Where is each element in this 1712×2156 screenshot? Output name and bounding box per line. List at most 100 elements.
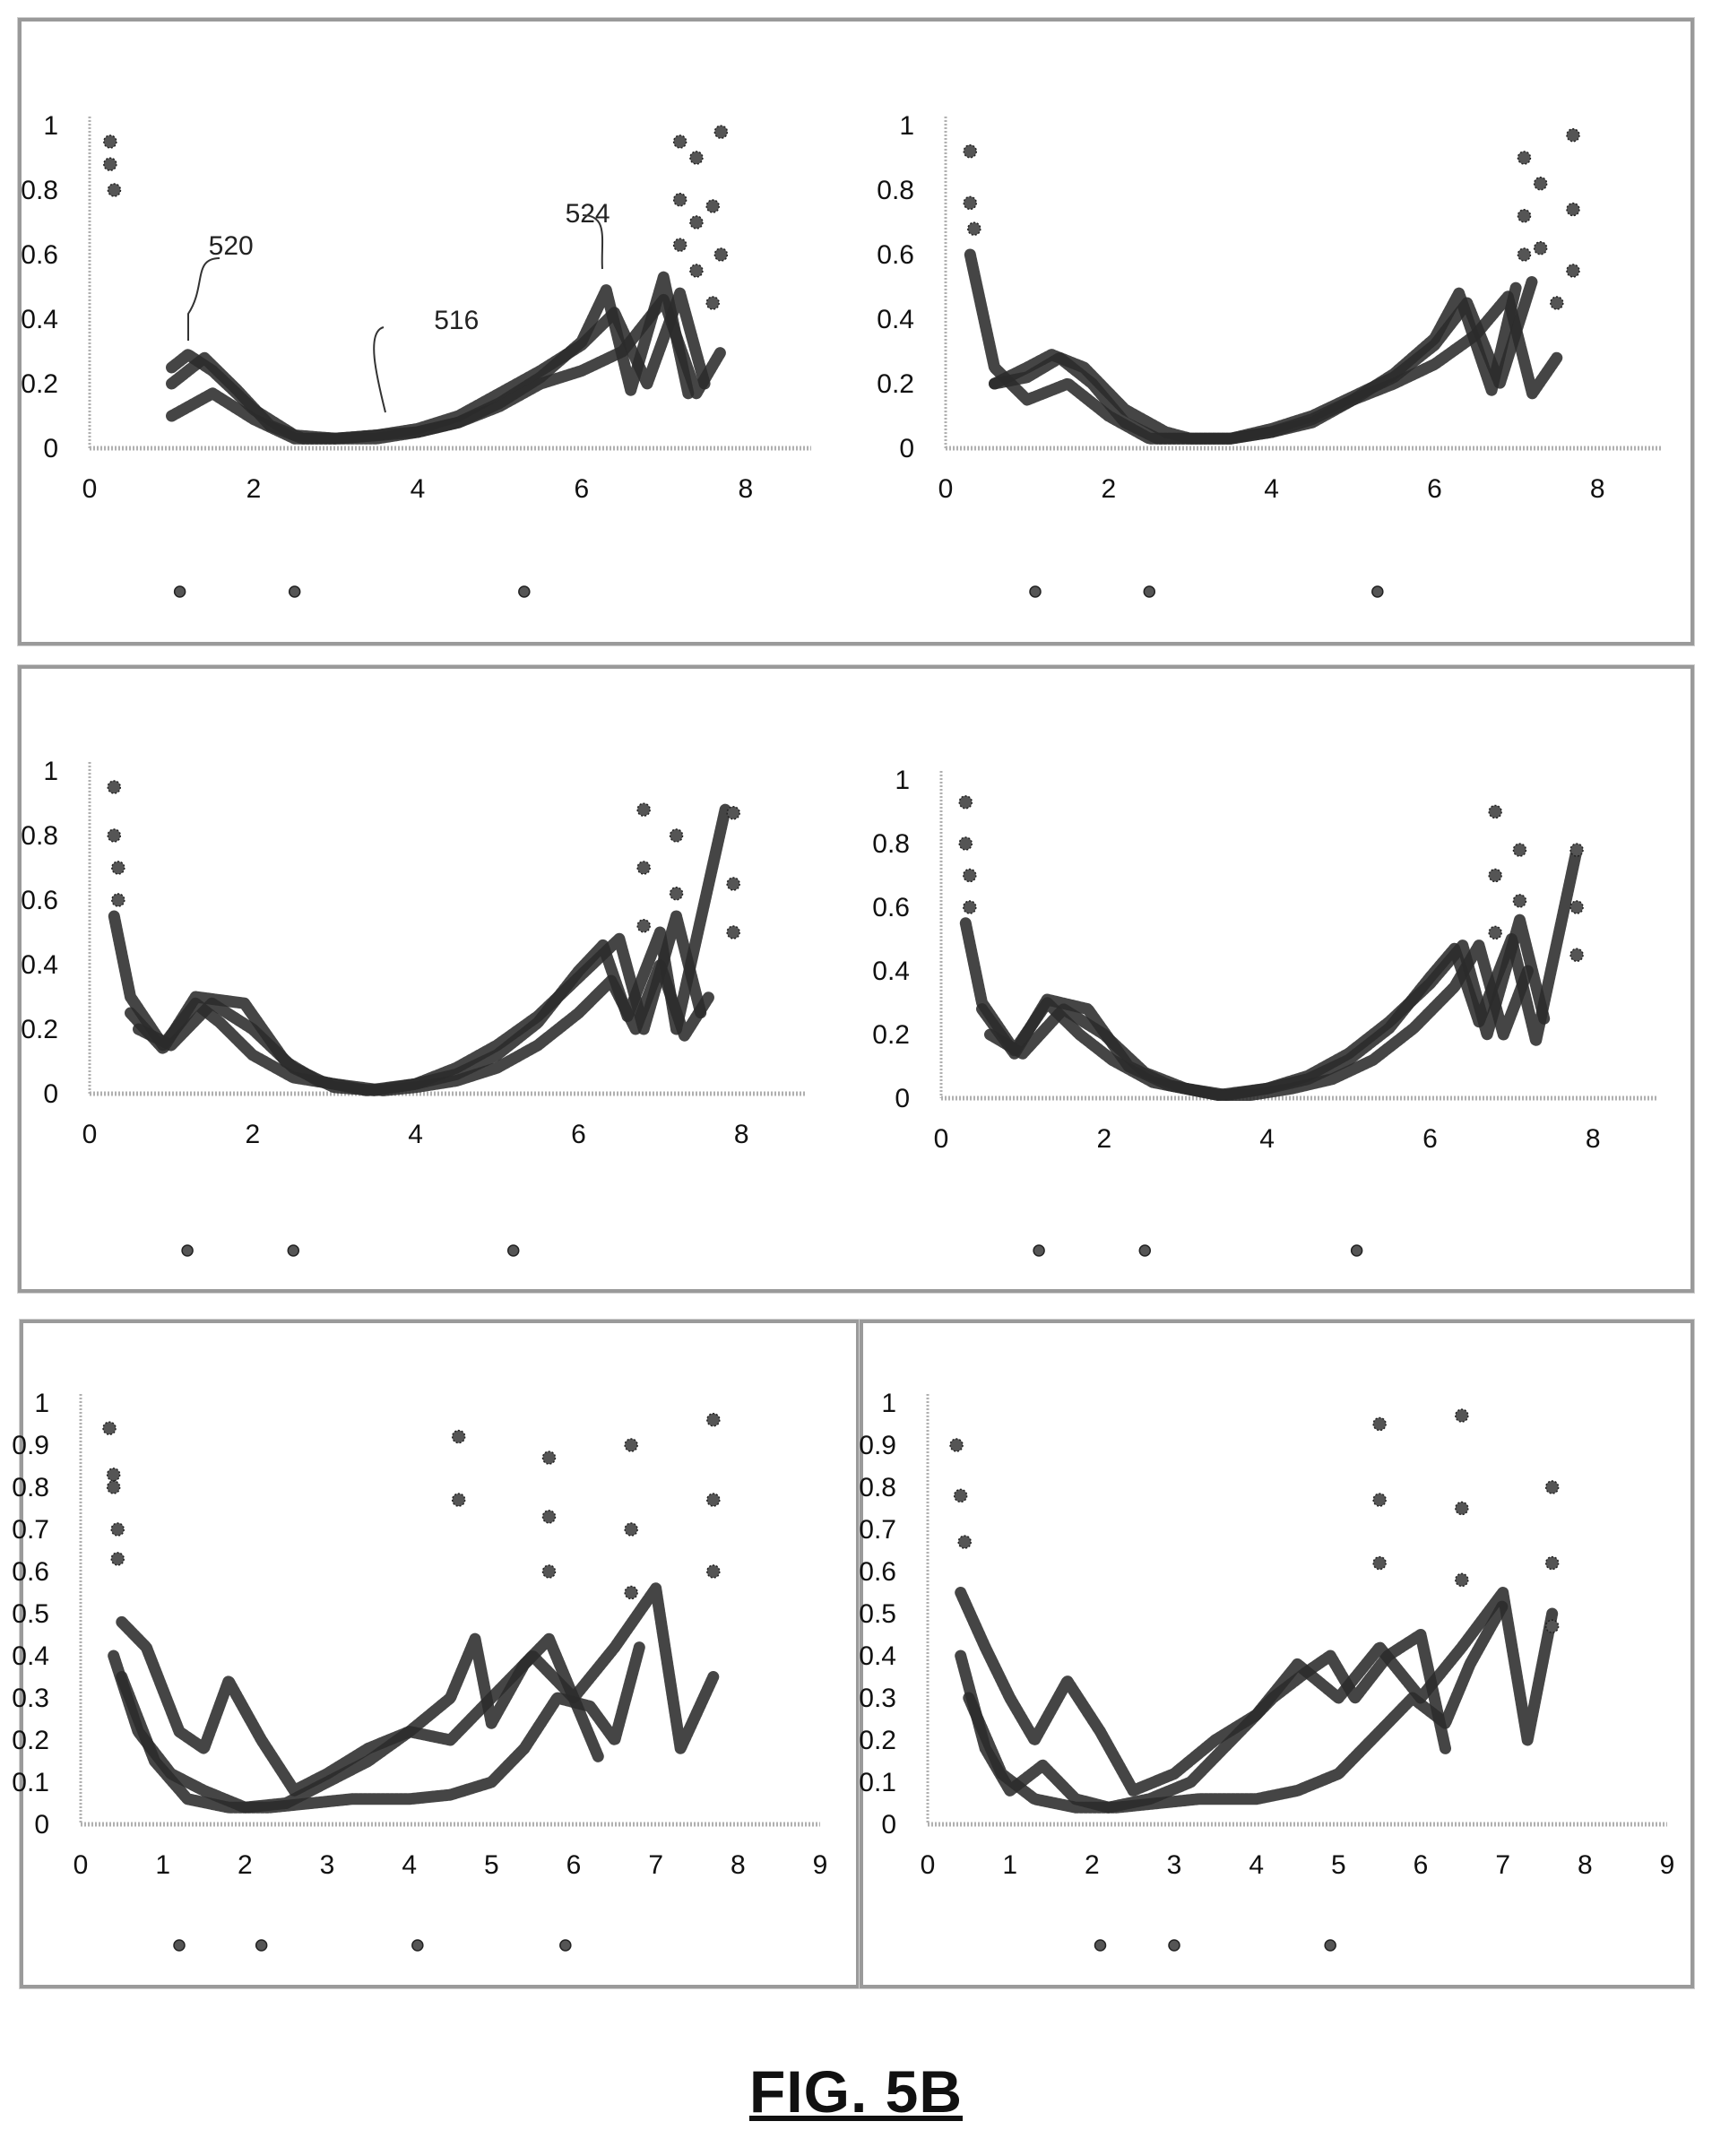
- x-tick-label: 2: [1085, 1850, 1100, 1880]
- data-point: [1569, 843, 1584, 857]
- y-tick-label: 0.1: [859, 1768, 896, 1797]
- x-tick-label: 9: [1660, 1850, 1675, 1880]
- position-marker: [506, 1244, 520, 1257]
- series-line: [166, 271, 695, 445]
- y-tick-label: 0.8: [21, 821, 58, 851]
- x-tick-label: 6: [1414, 1850, 1429, 1880]
- data-point: [107, 828, 122, 843]
- x-tick-label: 7: [1495, 1850, 1510, 1880]
- y-tick-label: 0.6: [12, 1557, 49, 1587]
- y-tick-label: 0.9: [12, 1431, 49, 1460]
- position-marker: [1029, 585, 1042, 598]
- x-tick-label: 6: [571, 1120, 586, 1149]
- position-marker: [181, 1244, 194, 1257]
- x-tick-label: 6: [1422, 1124, 1438, 1154]
- callout-leader: [373, 326, 386, 413]
- data-point: [1533, 241, 1548, 255]
- data-point: [451, 1493, 466, 1507]
- callout-label: 516: [434, 306, 479, 335]
- y-tick-label: 0.4: [21, 950, 58, 980]
- x-tick-label: 8: [734, 1120, 749, 1149]
- x-tick-label: 8: [1590, 474, 1605, 504]
- data-point: [541, 1510, 557, 1524]
- x-tick-label: 5: [1331, 1850, 1346, 1880]
- x-tick-label: 8: [738, 474, 753, 504]
- y-tick-label: 0: [895, 1084, 910, 1113]
- data-point: [1517, 247, 1532, 262]
- panel-row-3-left: [19, 1319, 860, 1989]
- y-tick-label: 0.7: [12, 1515, 49, 1545]
- y-tick-label: 0.8: [21, 176, 58, 205]
- position-marker: [1168, 1939, 1180, 1952]
- data-point: [103, 157, 117, 171]
- y-tick-label: 0.6: [872, 893, 910, 922]
- x-tick-label: 6: [566, 1850, 582, 1880]
- position-marker: [1138, 1244, 1152, 1257]
- data-point: [624, 1522, 638, 1537]
- panel-row-1: [17, 17, 1695, 646]
- data-point: [1512, 843, 1527, 857]
- data-point: [107, 780, 122, 794]
- series-line: [108, 1632, 604, 1814]
- position-marker: [287, 1244, 300, 1257]
- y-tick-label: 0.8: [12, 1473, 49, 1502]
- y-tick-label: 0.4: [872, 957, 910, 986]
- data-point: [672, 238, 687, 252]
- data-point: [958, 836, 973, 851]
- data-point: [672, 134, 687, 149]
- data-point: [706, 1493, 721, 1507]
- data-point: [1566, 202, 1580, 217]
- y-tick-label: 0.8: [872, 829, 910, 859]
- x-tick-label: 4: [408, 1120, 423, 1149]
- position-marker: [173, 1939, 186, 1952]
- y-tick-label: 0.8: [877, 176, 914, 205]
- y-tick-label: 0.2: [12, 1726, 49, 1755]
- data-point: [106, 1480, 121, 1494]
- y-tick-label: 0.2: [859, 1726, 896, 1755]
- y-tick-label: 0.5: [859, 1599, 896, 1629]
- data-point: [102, 1421, 117, 1435]
- data-point: [672, 193, 687, 207]
- y-tick-label: 0.5: [12, 1599, 49, 1629]
- data-point: [1372, 1493, 1387, 1507]
- data-point: [110, 1552, 125, 1566]
- data-point: [1488, 868, 1502, 883]
- position-marker: [1371, 585, 1384, 598]
- data-point: [1512, 894, 1527, 908]
- x-tick-label: 4: [1249, 1850, 1264, 1880]
- y-tick-label: 0.4: [859, 1641, 896, 1671]
- y-tick-label: 1: [43, 757, 58, 786]
- y-tick-label: 0.2: [21, 369, 58, 399]
- y-tick-label: 1: [34, 1389, 49, 1418]
- x-tick-label: 0: [934, 1124, 949, 1154]
- series-line: [125, 803, 731, 1096]
- data-point: [1569, 900, 1584, 914]
- x-tick-label: 9: [813, 1850, 828, 1880]
- callout-label: 524: [566, 199, 610, 229]
- y-tick-label: 1: [895, 766, 910, 795]
- data-point: [958, 795, 973, 810]
- data-point: [689, 215, 704, 229]
- data-point: [541, 1450, 557, 1465]
- y-tick-label: 0: [34, 1810, 49, 1840]
- data-point: [1566, 128, 1580, 143]
- x-tick-label: 0: [82, 1120, 98, 1149]
- data-point: [1488, 925, 1502, 940]
- position-marker: [173, 585, 186, 598]
- data-point: [1550, 296, 1564, 310]
- x-tick-label: 6: [575, 474, 590, 504]
- x-tick-label: 1: [1002, 1850, 1017, 1880]
- series-line: [989, 281, 1522, 445]
- y-tick-label: 1: [881, 1389, 896, 1418]
- y-tick-label: 0: [43, 1079, 58, 1109]
- x-tick-label: 2: [245, 1120, 260, 1149]
- y-tick-label: 0: [881, 1810, 896, 1840]
- y-tick-label: 0.3: [859, 1684, 896, 1713]
- series-line: [976, 844, 1583, 1101]
- y-tick-label: 0.6: [21, 240, 58, 270]
- data-point: [636, 919, 651, 933]
- data-point: [967, 221, 981, 236]
